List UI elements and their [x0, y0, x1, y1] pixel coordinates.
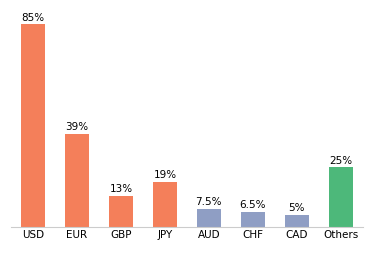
- Bar: [65, 134, 89, 227]
- Bar: [285, 215, 309, 227]
- Bar: [109, 196, 133, 227]
- Text: 25%: 25%: [329, 156, 352, 166]
- Bar: [329, 167, 353, 227]
- Text: 19%: 19%: [153, 170, 176, 180]
- Text: 39%: 39%: [65, 122, 88, 132]
- Bar: [21, 25, 45, 227]
- Text: 6.5%: 6.5%: [239, 200, 266, 210]
- Text: 5%: 5%: [289, 203, 305, 213]
- Bar: [153, 182, 177, 227]
- Bar: [240, 212, 265, 227]
- Bar: [197, 209, 221, 227]
- Text: 85%: 85%: [21, 13, 45, 22]
- Text: 13%: 13%: [110, 184, 132, 194]
- Text: 7.5%: 7.5%: [196, 197, 222, 207]
